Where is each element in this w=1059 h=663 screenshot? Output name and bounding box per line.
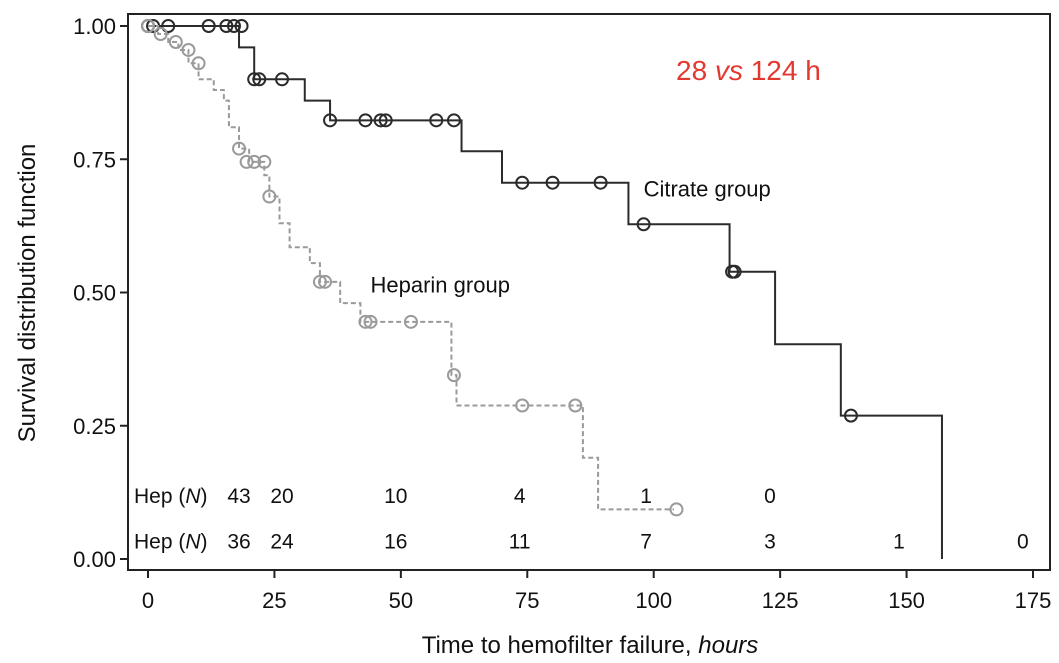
citrate-censor-mark bbox=[378, 113, 393, 128]
risk-row-label-suffix: ) bbox=[201, 485, 208, 508]
risk-count: 24 bbox=[270, 530, 294, 553]
citrate-censor-mark bbox=[275, 72, 290, 87]
risk-row-label-prefix: Hep ( bbox=[134, 530, 185, 553]
median-annotation-vs: vs bbox=[715, 55, 743, 86]
heparin-censor-mark bbox=[247, 154, 262, 169]
median-annotation-part3: 124 h bbox=[743, 55, 821, 86]
risk-count: 4 bbox=[514, 485, 526, 508]
citrate-censor-mark bbox=[201, 19, 216, 33]
risk-count: 1 bbox=[893, 530, 905, 553]
risk-count: 16 bbox=[384, 530, 407, 553]
median-annotation: 28 vs 124 h bbox=[676, 55, 821, 86]
citrate-censor-mark bbox=[358, 113, 373, 128]
x-axis-title: Time to hemofilter failure, hours bbox=[422, 632, 759, 659]
citrate-censor-mark bbox=[593, 175, 608, 190]
x-axis-title-unit: hours bbox=[698, 632, 758, 659]
y-tick-label: 0.00 bbox=[73, 547, 116, 572]
heparin-survival-line bbox=[148, 25, 674, 511]
citrate-censor-mark bbox=[727, 264, 742, 279]
heparin-censor-mark bbox=[168, 34, 183, 49]
heparin-censor-mark bbox=[515, 398, 530, 413]
heparin-series-label: Heparin group bbox=[371, 273, 510, 298]
plot-area: 0 25 50 75 100 125 150 1750.000.250.500.751.00C… bbox=[73, 13, 1052, 613]
risk-count: 10 bbox=[384, 485, 407, 508]
citrate-censor-mark bbox=[219, 19, 234, 33]
citrate-censor-mark bbox=[636, 217, 651, 232]
heparin-censor-mark bbox=[446, 368, 461, 383]
risk-row-label-n: N bbox=[185, 530, 201, 553]
risk-count: 11 bbox=[509, 530, 531, 553]
heparin-censor-mark bbox=[232, 141, 247, 156]
citrate-censor-mark bbox=[545, 175, 560, 190]
heparin-censor-mark bbox=[191, 56, 206, 71]
risk-row-label-suffix: ) bbox=[201, 530, 208, 553]
heparin-censor-mark bbox=[318, 274, 332, 289]
citrate-survival-line bbox=[148, 25, 943, 559]
risk-row-label: Hep (N) bbox=[134, 530, 208, 553]
risk-count: 0 bbox=[1017, 530, 1029, 553]
heparin-censor-mark bbox=[262, 189, 277, 204]
heparin-censor-mark bbox=[568, 398, 583, 413]
plot-frame bbox=[127, 13, 1051, 571]
median-annotation-part1: 28 bbox=[676, 55, 715, 86]
citrate-censor-mark bbox=[252, 72, 267, 87]
heparin-censor-mark bbox=[153, 26, 168, 41]
citrate-censor-mark bbox=[515, 175, 530, 190]
x-tick-label: 175 bbox=[1015, 588, 1052, 613]
y-tick-label: 0.50 bbox=[73, 281, 116, 306]
risk-count: 0 bbox=[764, 485, 776, 508]
y-tick-label: 0.25 bbox=[73, 414, 116, 439]
risk-count: 1 bbox=[640, 485, 652, 508]
risk-count: 3 bbox=[764, 530, 776, 553]
x-tick-label: 75 bbox=[515, 588, 539, 613]
x-tick-label: 50 bbox=[389, 588, 413, 613]
heparin-censor-mark bbox=[669, 502, 684, 517]
citrate-censor-mark bbox=[161, 19, 176, 33]
y-tick-label: 0.75 bbox=[73, 147, 116, 172]
risk-count: 43 bbox=[227, 485, 250, 508]
risk-count: 7 bbox=[640, 530, 652, 553]
citrate-censor-mark bbox=[234, 19, 249, 33]
citrate-series-label: Citrate group bbox=[644, 177, 771, 202]
citrate-censor-mark bbox=[843, 408, 858, 423]
risk-count: 36 bbox=[227, 530, 250, 553]
heparin-censor-mark bbox=[239, 154, 254, 169]
x-tick-label: 25 bbox=[262, 588, 286, 613]
heparin-censor-mark bbox=[358, 314, 373, 329]
heparin-censor-mark bbox=[363, 314, 378, 329]
x-axis-title-main: Time to hemofilter failure, bbox=[422, 632, 699, 659]
citrate-censor-mark bbox=[446, 113, 461, 128]
citrate-censor-mark bbox=[429, 113, 444, 128]
heparin-censor-mark bbox=[403, 314, 418, 329]
y-tick-label: 1.00 bbox=[73, 14, 116, 39]
x-tick-label: 0 bbox=[142, 588, 154, 613]
risk-count: 20 bbox=[270, 485, 293, 508]
heparin-censor-mark bbox=[181, 42, 196, 57]
heparin-censor-mark bbox=[312, 274, 327, 289]
citrate-censor-mark bbox=[373, 113, 388, 128]
citrate-censor-mark bbox=[323, 113, 338, 128]
x-tick-label: 100 bbox=[635, 588, 672, 613]
citrate-censor-mark bbox=[226, 19, 241, 33]
risk-row-label: Hep (N) bbox=[134, 485, 208, 508]
x-tick-label: 125 bbox=[762, 588, 799, 613]
citrate-censor-mark bbox=[247, 72, 262, 87]
heparin-censor-mark bbox=[257, 154, 272, 169]
heparin-censor-mark bbox=[141, 19, 155, 33]
risk-row-label-n: N bbox=[185, 485, 201, 508]
risk-row-label-prefix: Hep ( bbox=[134, 485, 185, 508]
y-axis-title: Survival distribution function bbox=[14, 144, 41, 443]
x-tick-label: 150 bbox=[888, 588, 925, 613]
